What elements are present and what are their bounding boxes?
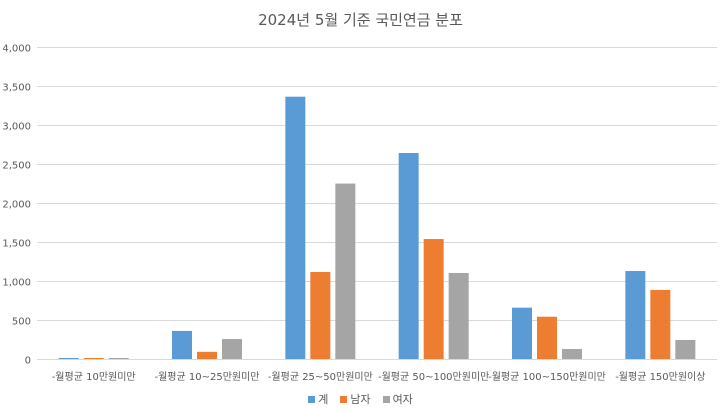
x-tick-label: -월평균 10~25만원미만	[154, 371, 259, 383]
y-tick-label: 0	[25, 356, 31, 367]
y-tick-label: 3,000	[2, 122, 31, 133]
y-tick-label: 1,000	[2, 278, 31, 289]
x-axis-labels: -월평균 10만원미만 -월평균 10~25만원미만 -월평균 25~50만원미만 -…	[52, 371, 706, 383]
bar-남자	[423, 239, 444, 359]
bar-계	[512, 307, 532, 359]
bar-계	[172, 330, 192, 359]
legend-item: 여자	[382, 391, 413, 407]
legend-swatch-icon	[308, 395, 316, 403]
y-tick-label: 1,500	[2, 239, 31, 250]
bar-여자	[108, 358, 129, 359]
bar-여자	[675, 339, 696, 359]
legend-swatch-icon	[382, 395, 390, 403]
legend: 계 남자 여자	[0, 391, 721, 407]
x-tick-label: -월평균 150만원이상	[615, 371, 705, 383]
bar-남자	[83, 358, 104, 359]
bar-남자	[537, 316, 557, 359]
chart-title: 2024년 5월 기준 국민연금 분포	[258, 11, 463, 29]
y-tick-label: 2,000	[2, 200, 31, 211]
bar-계	[285, 96, 306, 359]
legend-item: 계	[308, 391, 328, 407]
x-tick-label: -월평균 50~100만원미만	[378, 371, 489, 383]
y-tick-label: 3,500	[2, 83, 31, 94]
x-tick-label: -월평균 25~50만원미만	[268, 371, 373, 383]
legend-item: 남자	[340, 391, 371, 407]
legend-label: 계	[318, 393, 329, 406]
bar-계	[625, 271, 646, 359]
bar-여자	[222, 339, 242, 359]
gridlines	[37, 47, 717, 360]
y-axis-labels: 0 500 1,000 1,500 2,000 2,500 3,000 3,500 4,000	[2, 44, 31, 367]
bar-남자	[310, 272, 331, 359]
legend-swatch-icon	[340, 395, 348, 403]
bar-남자	[650, 289, 671, 359]
bar-여자	[448, 272, 469, 359]
x-tick-label: -월평균 10만원미만	[52, 371, 136, 383]
y-tick-label: 500	[12, 317, 31, 328]
bar-계	[58, 358, 79, 359]
bar-남자	[197, 351, 217, 359]
bar-여자	[335, 183, 356, 359]
y-tick-label: 2,500	[2, 161, 31, 172]
legend-label: 여자	[392, 393, 413, 406]
bar-계	[398, 153, 419, 359]
x-tick-label: -월평균 100~150만원미만	[488, 371, 606, 383]
y-tick-label: 4,000	[2, 44, 31, 55]
bars	[58, 96, 696, 359]
legend-label: 남자	[350, 393, 371, 406]
bar-여자	[562, 349, 582, 359]
